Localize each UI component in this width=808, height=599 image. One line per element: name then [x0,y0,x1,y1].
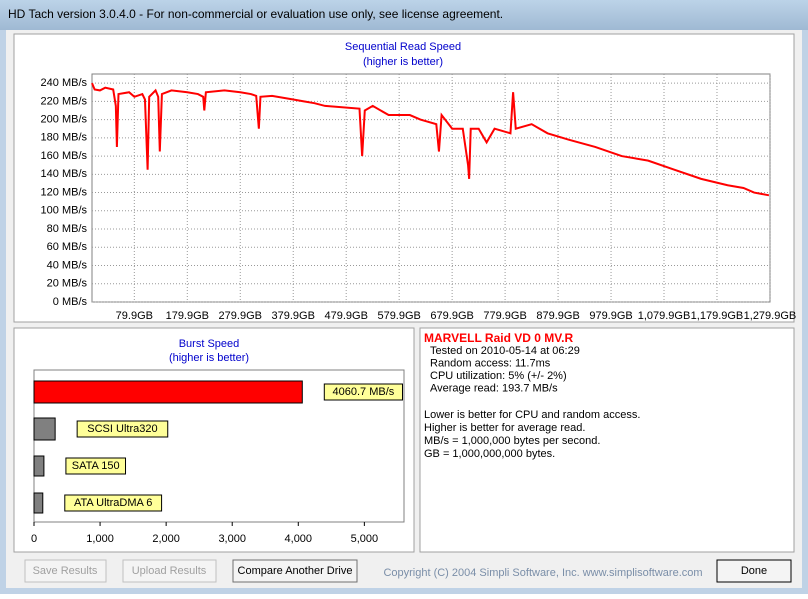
y-tick-label: 200 MB/s [41,114,88,126]
y-tick-label: 160 MB/s [41,150,88,162]
plot-area [91,73,771,303]
x-tick-label: 179.9GB [166,310,209,322]
button-label: Compare Another Drive [238,565,353,577]
button[interactable] [232,559,358,583]
x-tick-label: 4,000 [285,533,313,545]
x-tick-label: 679.9GB [430,310,473,322]
window-title: HD Tach version 3.0.4.0 - For non-commer… [8,7,503,21]
x-tick-label: 779.9GB [483,310,526,322]
x-tick-label: 1,079.9GB [638,310,691,322]
info-line: Average read: 193.7 MB/s [430,382,558,394]
y-tick-label: 120 MB/s [41,186,88,198]
bar-label: ATA UltraDMA 6 [74,497,152,509]
info-note: MB/s = 1,000,000 bytes per second. [424,435,600,447]
chart-title: Sequential Read Speed [345,41,461,53]
drive-name: MARVELL Raid VD 0 MV.R [424,331,573,345]
info-note: Higher is better for average read. [424,422,585,434]
label-box [65,457,127,475]
button-label: Done [741,565,767,577]
x-tick-label: 1,179.9GB [691,310,744,322]
y-tick-label: 40 MB/s [47,259,88,271]
info-panel [419,327,795,553]
x-tick-label: 1,000 [86,533,114,545]
x-tick-label: 0 [31,533,37,545]
button-label: Upload Results [132,565,207,577]
y-tick-label: 20 MB/s [47,278,88,290]
x-tick-label: 79.9GB [116,310,153,322]
x-tick-label: 579.9GB [377,310,420,322]
y-tick-label: 60 MB/s [47,241,88,253]
y-tick-label: 100 MB/s [41,205,88,217]
x-tick-label: 479.9GB [324,310,367,322]
info-note: GB = 1,000,000,000 bytes. [424,448,555,460]
x-tick-label: 1,279.9GB [744,310,797,322]
y-tick-label: 220 MB/s [41,95,88,107]
bar-label: SCSI Ultra320 [87,423,157,435]
bar-label: SATA 150 [72,460,120,472]
chart-subtitle: (higher is better) [363,56,443,68]
label-box [76,420,169,438]
chart-subtitle: (higher is better) [169,352,249,364]
x-tick-label: 379.9GB [272,310,315,322]
chart-title: Burst Speed [179,338,240,350]
bar [33,492,44,514]
x-tick-label: 979.9GB [589,310,632,322]
bar-label: 4060.7 MB/s [333,386,395,398]
bar [33,380,303,404]
info-line: CPU utilization: 5% (+/- 2%) [430,370,567,382]
bar [33,455,45,477]
x-tick-label: 5,000 [351,533,379,545]
info-line: Tested on 2010-05-14 at 06:29 [430,345,580,357]
x-tick-label: 2,000 [152,533,180,545]
info-line: Random access: 11.7ms [430,357,551,369]
label-box [323,383,403,401]
button-label: Save Results [33,565,98,577]
y-tick-label: 0 MB/s [53,296,88,308]
button[interactable] [24,559,107,583]
y-tick-label: 80 MB/s [47,223,88,235]
read-line [91,82,770,197]
label-box [64,494,163,512]
x-tick-label: 279.9GB [219,310,262,322]
x-tick-label: 3,000 [218,533,246,545]
y-tick-label: 180 MB/s [41,132,88,144]
title-bar [0,0,808,30]
y-tick-label: 240 MB/s [41,77,88,89]
info-note: Lower is better for CPU and random acces… [424,409,640,421]
button[interactable] [122,559,217,583]
y-tick-label: 140 MB/s [41,168,88,180]
x-tick-label: 879.9GB [536,310,579,322]
bar [33,417,56,441]
button[interactable] [716,559,792,583]
copyright: Copyright (C) 2004 Simpli Software, Inc.… [383,567,702,579]
